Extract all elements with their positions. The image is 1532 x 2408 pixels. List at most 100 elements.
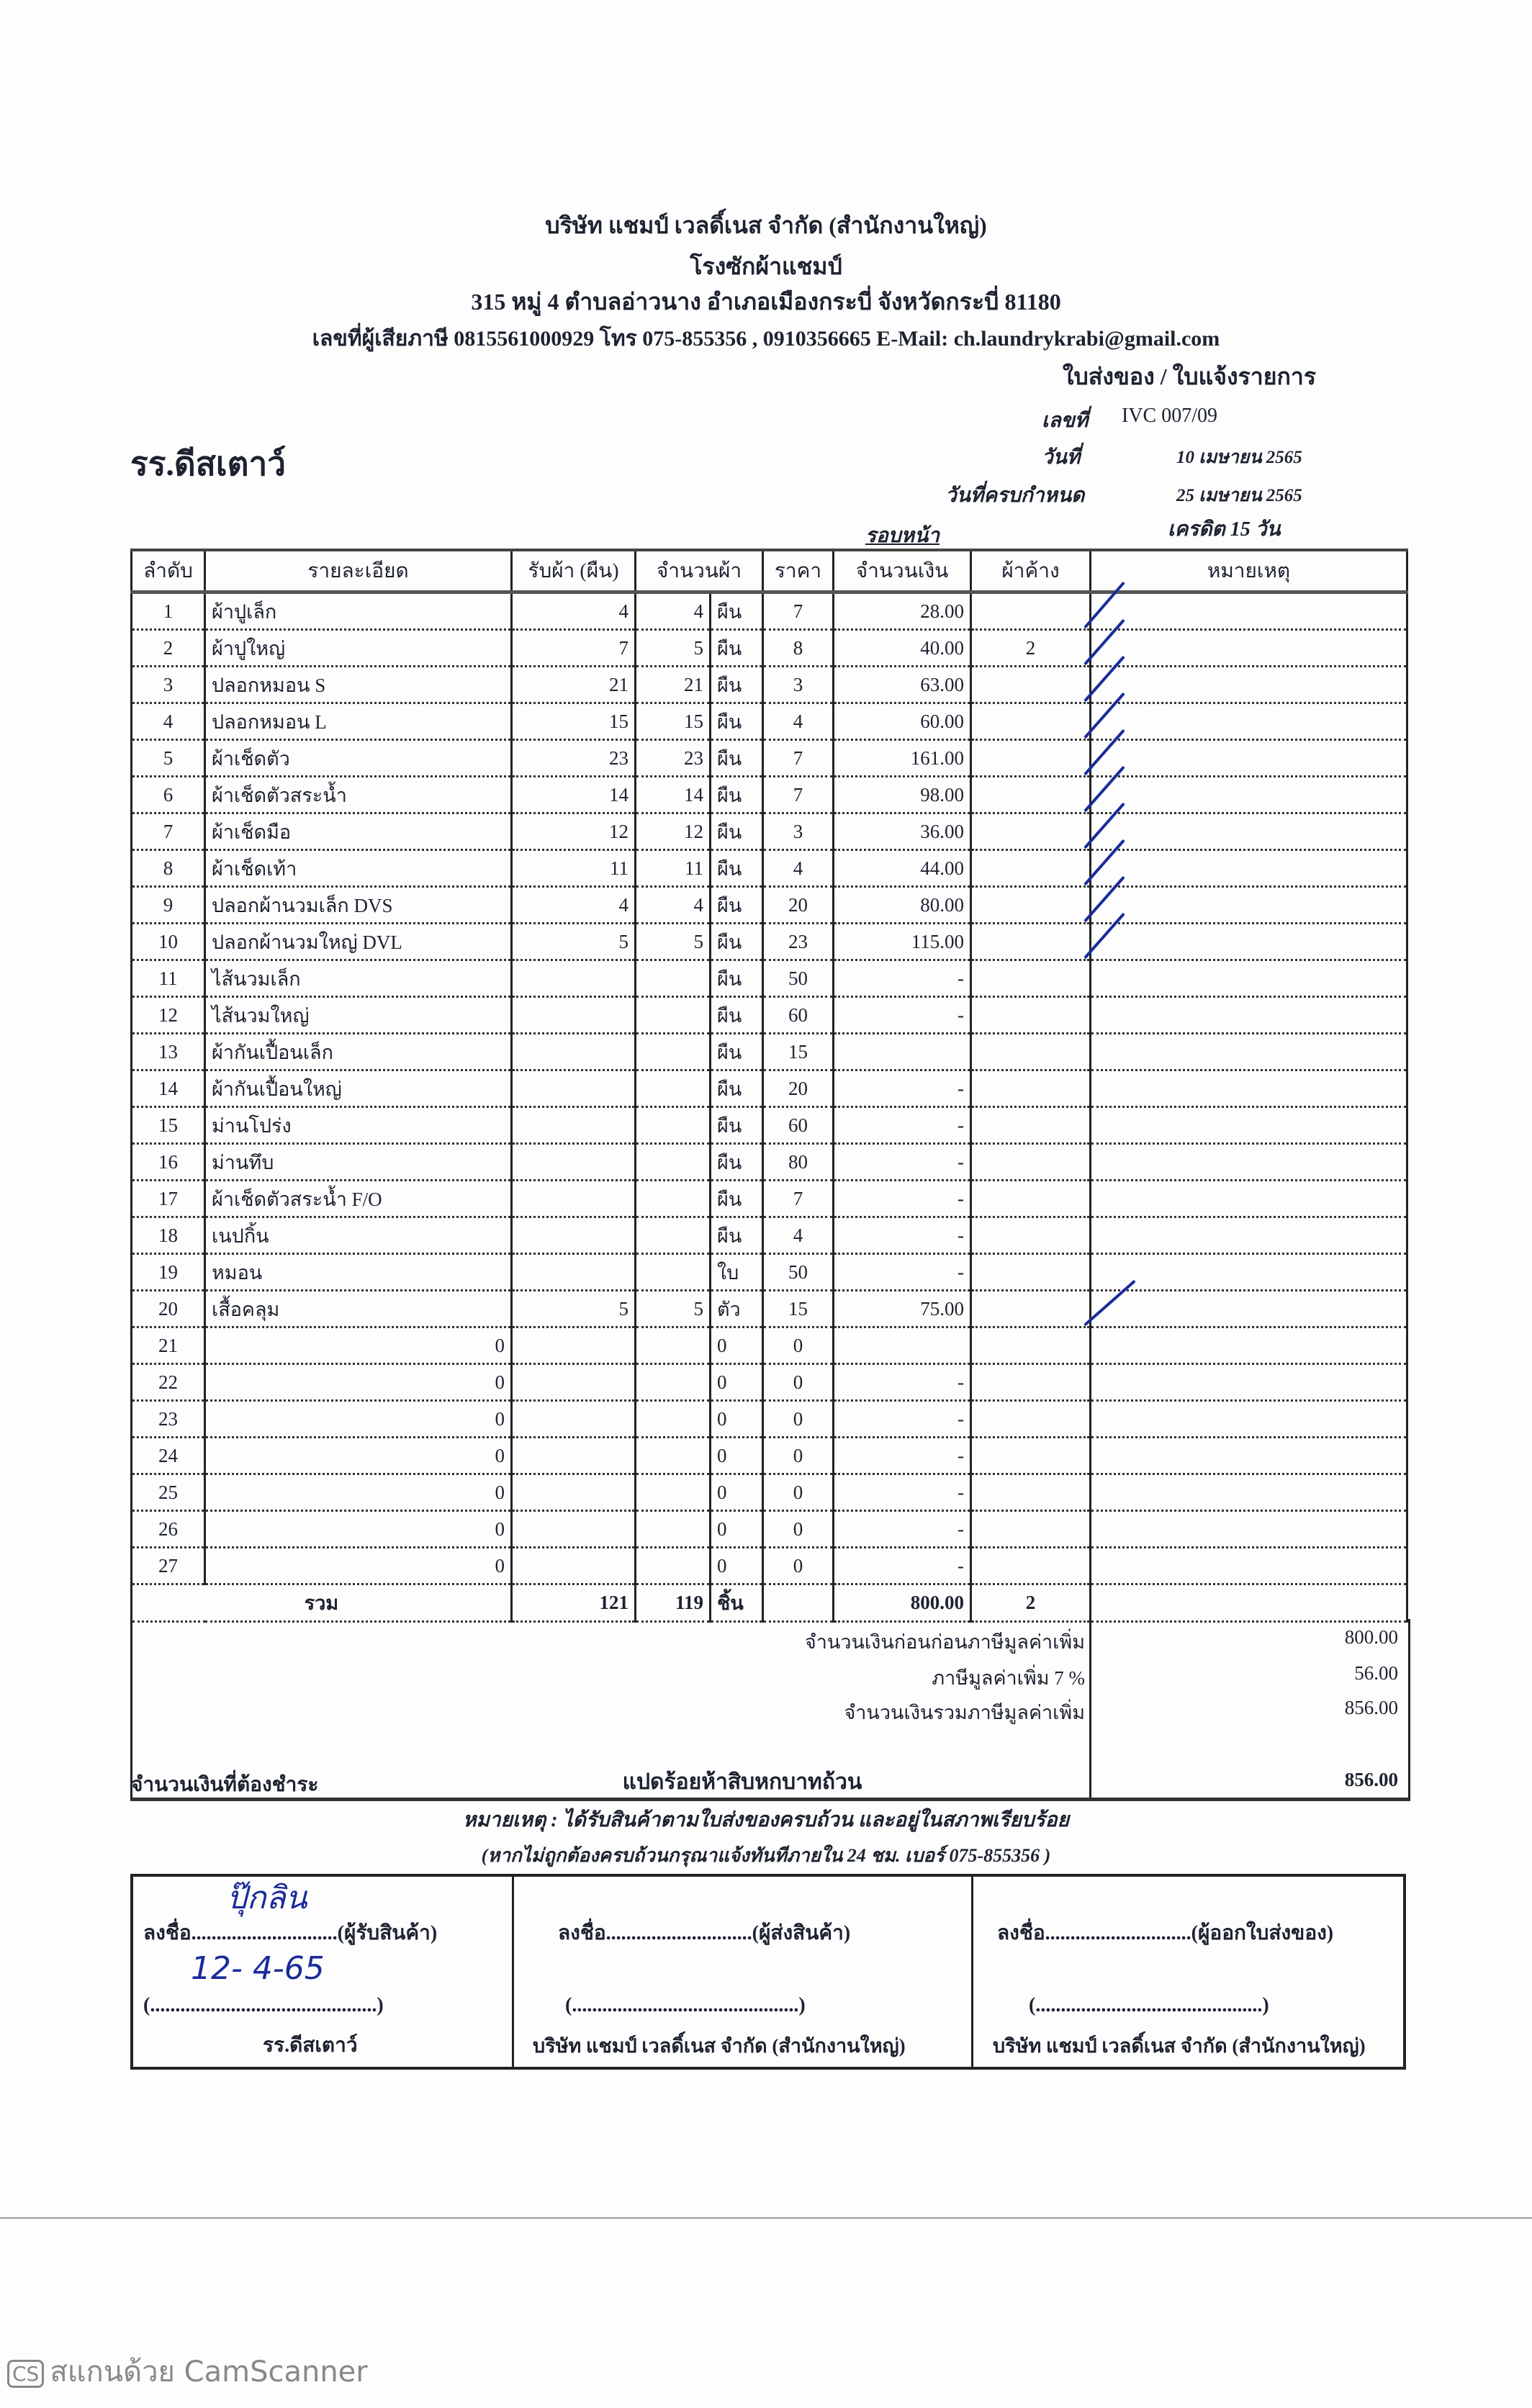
cell-no: 17 bbox=[130, 1180, 206, 1218]
cell-recv: 23 bbox=[510, 739, 636, 777]
cell-desc: ม่านโปร่ง bbox=[204, 1106, 513, 1145]
cell-remark bbox=[1089, 1253, 1408, 1291]
cell-recv bbox=[510, 1363, 636, 1402]
cell-unit: ใบ bbox=[709, 1253, 764, 1291]
cell-unit: 0 bbox=[709, 1437, 764, 1475]
cell-desc: 0 bbox=[204, 1510, 513, 1548]
cell-unit: ผืน bbox=[709, 1180, 764, 1218]
cell-no: 10 bbox=[130, 923, 206, 961]
cell-amount: 63.00 bbox=[832, 666, 972, 704]
cell-unit: 0 bbox=[709, 1327, 764, 1365]
cell-desc: ม่านทึบ bbox=[204, 1143, 513, 1181]
cell-amount: - bbox=[832, 1547, 972, 1585]
total-recv: 121 bbox=[510, 1584, 636, 1623]
cell-no: 7 bbox=[130, 813, 206, 851]
receiver-org: รร.ดีสเตาว์ bbox=[263, 2034, 358, 2057]
amount-due-words: แปดร้อยห้าสิบหกบาทถ้วน bbox=[622, 1770, 862, 1794]
cell-price: 3 bbox=[762, 666, 834, 704]
cell-no: 14 bbox=[130, 1070, 206, 1108]
cell-recv bbox=[510, 1327, 636, 1365]
cell-unit: ผืน bbox=[709, 592, 764, 631]
cell-qty bbox=[634, 1106, 711, 1145]
cell-pending bbox=[970, 1180, 1091, 1218]
cell-desc: 0 bbox=[204, 1474, 513, 1512]
cell-recv: 15 bbox=[510, 703, 636, 741]
cell-no: 24 bbox=[130, 1437, 206, 1475]
cell-remark bbox=[1089, 1106, 1408, 1145]
cell-remark bbox=[1089, 996, 1408, 1034]
cell-no: 4 bbox=[130, 703, 206, 741]
cell-desc: 0 bbox=[204, 1547, 513, 1585]
table-row: 10 ปลอกผ้านวมใหญ่ DVL 5 5 ผืน 23 115.00 bbox=[130, 923, 1408, 961]
table-row: 9 ปลอกผ้านวมเล็ก DVS 4 4 ผืน 20 80.00 bbox=[130, 886, 1408, 924]
cell-amount: - bbox=[832, 960, 972, 998]
total-empty bbox=[762, 1584, 834, 1623]
cell-remark bbox=[1089, 629, 1408, 667]
cell-desc: ผ้ากันเปื้อนเล็ก bbox=[204, 1033, 513, 1071]
cell-desc: ผ้าปูเล็ก bbox=[204, 592, 513, 631]
table-row: 22 0 0 0- bbox=[130, 1363, 1408, 1402]
total-label: รวม bbox=[130, 1584, 513, 1623]
cell-desc: ผ้าเช็ดตัว bbox=[204, 739, 513, 777]
cell-qty: 4 bbox=[634, 886, 711, 924]
vat-value: 56.00 bbox=[1354, 1662, 1398, 1684]
cell-pending bbox=[970, 1253, 1091, 1291]
handwritten-date: 12- 4-65 bbox=[191, 1950, 325, 1987]
cell-qty: 5 bbox=[634, 1290, 711, 1328]
cell-qty bbox=[634, 1070, 711, 1108]
watermark-text: สแกนด้วย CamScanner bbox=[50, 2355, 368, 2389]
cell-recv bbox=[510, 1474, 636, 1512]
cell-qty: 11 bbox=[634, 849, 711, 888]
cell-unit: 0 bbox=[709, 1510, 764, 1548]
cell-price: 80 bbox=[762, 1143, 834, 1181]
cell-pending bbox=[970, 1106, 1091, 1145]
cell-amount: 60.00 bbox=[832, 703, 972, 741]
amount-due-label: จำนวนเงินที่ต้องชำระ bbox=[131, 1774, 319, 1796]
cell-pending bbox=[970, 1290, 1091, 1328]
cell-desc: ปลอกหมอน L bbox=[204, 703, 513, 741]
due-date: 25 เมษายน 2565 bbox=[1176, 486, 1302, 505]
cell-amount: - bbox=[832, 1070, 972, 1108]
cell-remark bbox=[1089, 813, 1408, 851]
cell-recv: 4 bbox=[510, 592, 636, 631]
cell-recv bbox=[510, 1106, 636, 1145]
cell-price: 50 bbox=[762, 960, 834, 998]
date-label: วันที่ bbox=[1042, 446, 1081, 469]
cell-no: 6 bbox=[130, 776, 206, 814]
cell-recv bbox=[510, 960, 636, 998]
cell-amount: - bbox=[832, 1437, 972, 1475]
cell-unit: ผืน bbox=[709, 703, 764, 741]
cell-desc: 0 bbox=[204, 1400, 513, 1438]
cell-no: 12 bbox=[130, 996, 206, 1034]
cell-desc: ผ้าปูใหญ่ bbox=[204, 629, 513, 667]
cell-recv bbox=[510, 1437, 636, 1475]
cell-price: 0 bbox=[762, 1474, 834, 1512]
cell-price: 0 bbox=[762, 1327, 834, 1365]
grand-total-label: จำนวนเงินรวมภาษีมูลค่าเพิ่ม bbox=[844, 1702, 1085, 1723]
cell-recv bbox=[510, 1070, 636, 1108]
cell-amount: - bbox=[832, 996, 972, 1034]
cell-desc: ปลอกหมอน S bbox=[204, 666, 513, 704]
cell-unit: ผืน bbox=[709, 813, 764, 851]
cell-unit: 0 bbox=[709, 1400, 764, 1438]
cell-pending bbox=[970, 1510, 1091, 1548]
company-address: 315 หมู่ 4 ตำบลอ่าวนาง อำเภอเมืองกระบี่ … bbox=[471, 289, 1061, 315]
cell-amount: 75.00 bbox=[832, 1290, 972, 1328]
cell-pending bbox=[970, 1143, 1091, 1181]
round-label: รอบหน้า bbox=[865, 525, 940, 547]
cell-amount: 36.00 bbox=[832, 813, 972, 851]
cell-desc: ปลอกผ้านวมเล็ก DVS bbox=[204, 886, 513, 924]
doc-number-label: เลขที่ bbox=[1042, 410, 1089, 432]
cell-desc: เนปกิ้น bbox=[204, 1217, 513, 1255]
cell-unit: 0 bbox=[709, 1547, 764, 1585]
camscanner-logo-icon: CS bbox=[7, 2359, 45, 2388]
vat-label: ภาษีมูลค่าเพิ่ม 7 % bbox=[932, 1667, 1085, 1689]
cell-pending bbox=[970, 1070, 1091, 1108]
table-row: 23 0 0 0- bbox=[130, 1400, 1408, 1438]
cell-unit: ผืน bbox=[709, 1070, 764, 1108]
cell-qty bbox=[634, 1180, 711, 1218]
cell-pending bbox=[970, 1437, 1091, 1475]
col-no: ลำดับ bbox=[130, 549, 206, 594]
cell-no: 15 bbox=[130, 1106, 206, 1145]
cell-price: 3 bbox=[762, 813, 834, 851]
